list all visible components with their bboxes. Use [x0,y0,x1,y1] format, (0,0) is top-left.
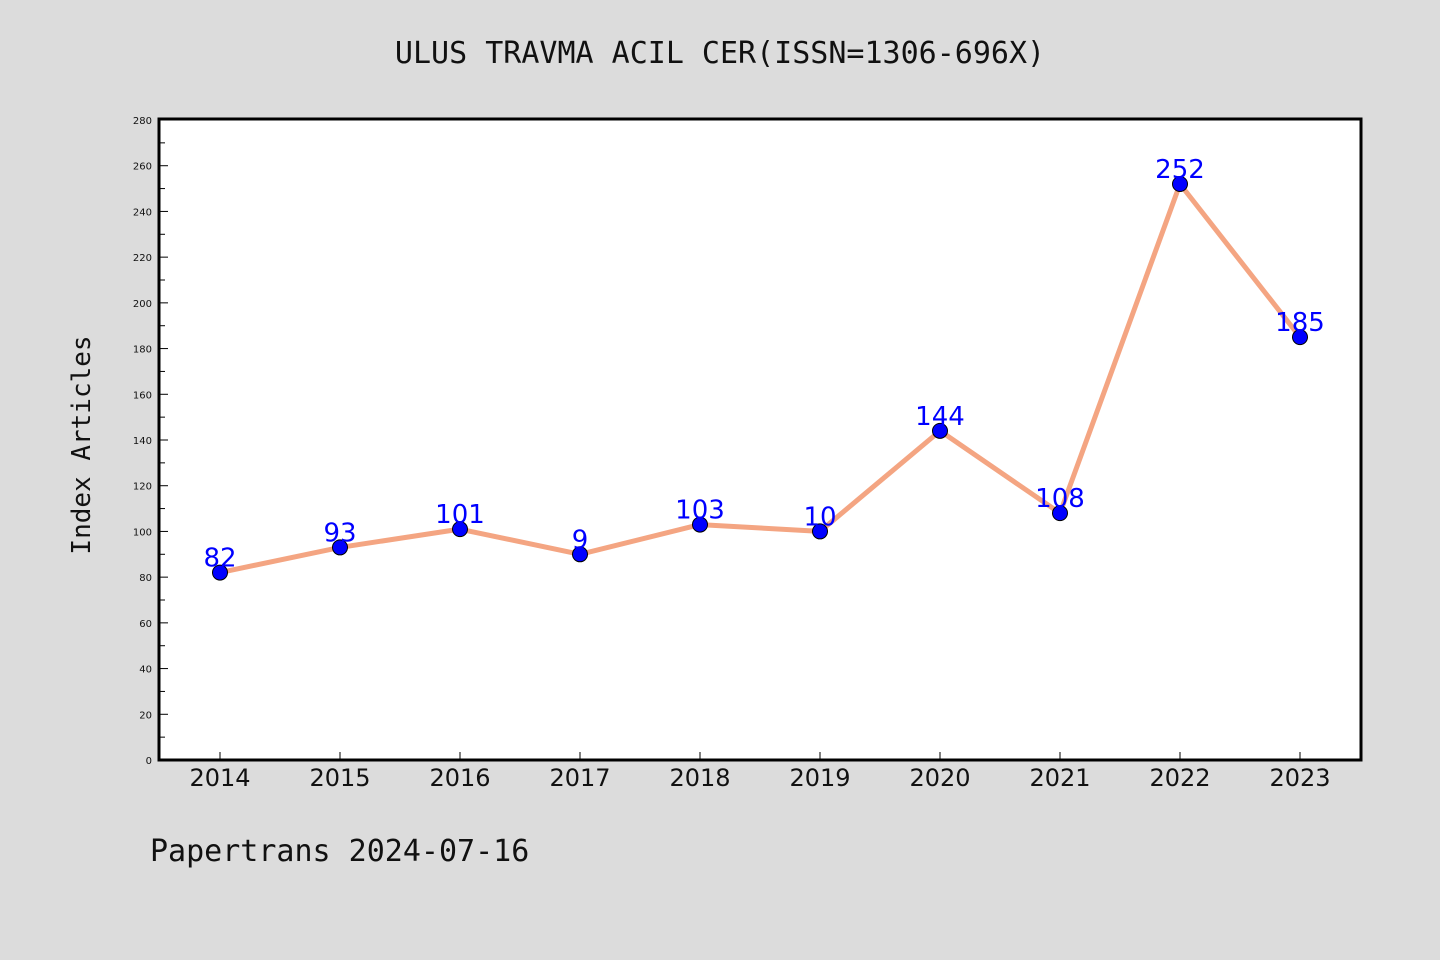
y-tick-label: 40 [139,665,152,676]
data-point [572,546,588,563]
y-tick-label: 280 [133,116,152,127]
x-tick-label: 2022 [1149,764,1210,792]
y-tick-label: 240 [133,207,152,218]
data-point [212,564,228,581]
data-labels: 82 93 101 9 103 10 144 108 252 185 [203,155,1324,574]
data-label: 252 [1155,155,1205,185]
y-tick-label: 60 [139,619,152,630]
y-tick-label: 220 [133,253,152,264]
x-tick-label: 2020 [909,764,970,792]
y-tick-label: 180 [133,345,152,356]
footer-text: Papertrans 2024-07-16 [150,834,530,869]
data-label: 185 [1275,308,1325,338]
y-tick-label: 140 [133,436,152,447]
data-point [1292,329,1308,346]
data-label: 108 [1035,484,1085,514]
y-tick-label: 100 [133,527,152,538]
data-label: 82 [203,544,236,574]
data-point [1052,505,1068,522]
x-tick-label: 2023 [1269,764,1330,792]
series-line [219,181,1302,576]
x-tick-label: 2017 [549,764,610,792]
data-point [932,422,948,439]
data-label: 9 [572,525,589,555]
data-label: 93 [323,518,356,548]
x-tick-label: 2015 [309,764,370,792]
data-point [692,516,708,533]
x-tick-label: 2019 [789,764,850,792]
y-tick-label: 120 [133,482,152,493]
x-tick-label: 2014 [189,764,250,792]
x-tick-label: 2021 [1029,764,1090,792]
y-tick-label: 200 [133,299,152,310]
y-tick-label: 20 [139,710,152,721]
y-axis-label: Index Articles [67,335,97,554]
chart-title: ULUS TRAVMA ACIL CER(ISSN=1306-696X) [394,36,1046,71]
data-point [452,521,468,538]
y-axis: 0 20 40 60 80 100 120 140 160 180 200 220 240 260 280 [133,116,168,767]
x-tick-label: 2016 [429,764,490,792]
data-point [1172,176,1188,192]
x-tick-label: 2018 [669,764,730,792]
y-tick-label: 160 [133,390,152,401]
data-label: 101 [435,500,485,530]
series-markers [212,176,1308,581]
y-tick-label: 260 [133,162,152,173]
y-tick-label: 0 [146,756,152,767]
data-label: 10 [803,502,836,532]
data-point [812,523,828,540]
data-point [332,539,348,556]
plot-area [157,117,1363,762]
x-axis: 2014 2015 2016 2017 2018 2019 2020 2021 2022 2023 [189,752,1331,792]
y-tick-label: 80 [139,573,152,584]
data-label: 144 [915,402,965,432]
data-label: 103 [675,496,725,526]
